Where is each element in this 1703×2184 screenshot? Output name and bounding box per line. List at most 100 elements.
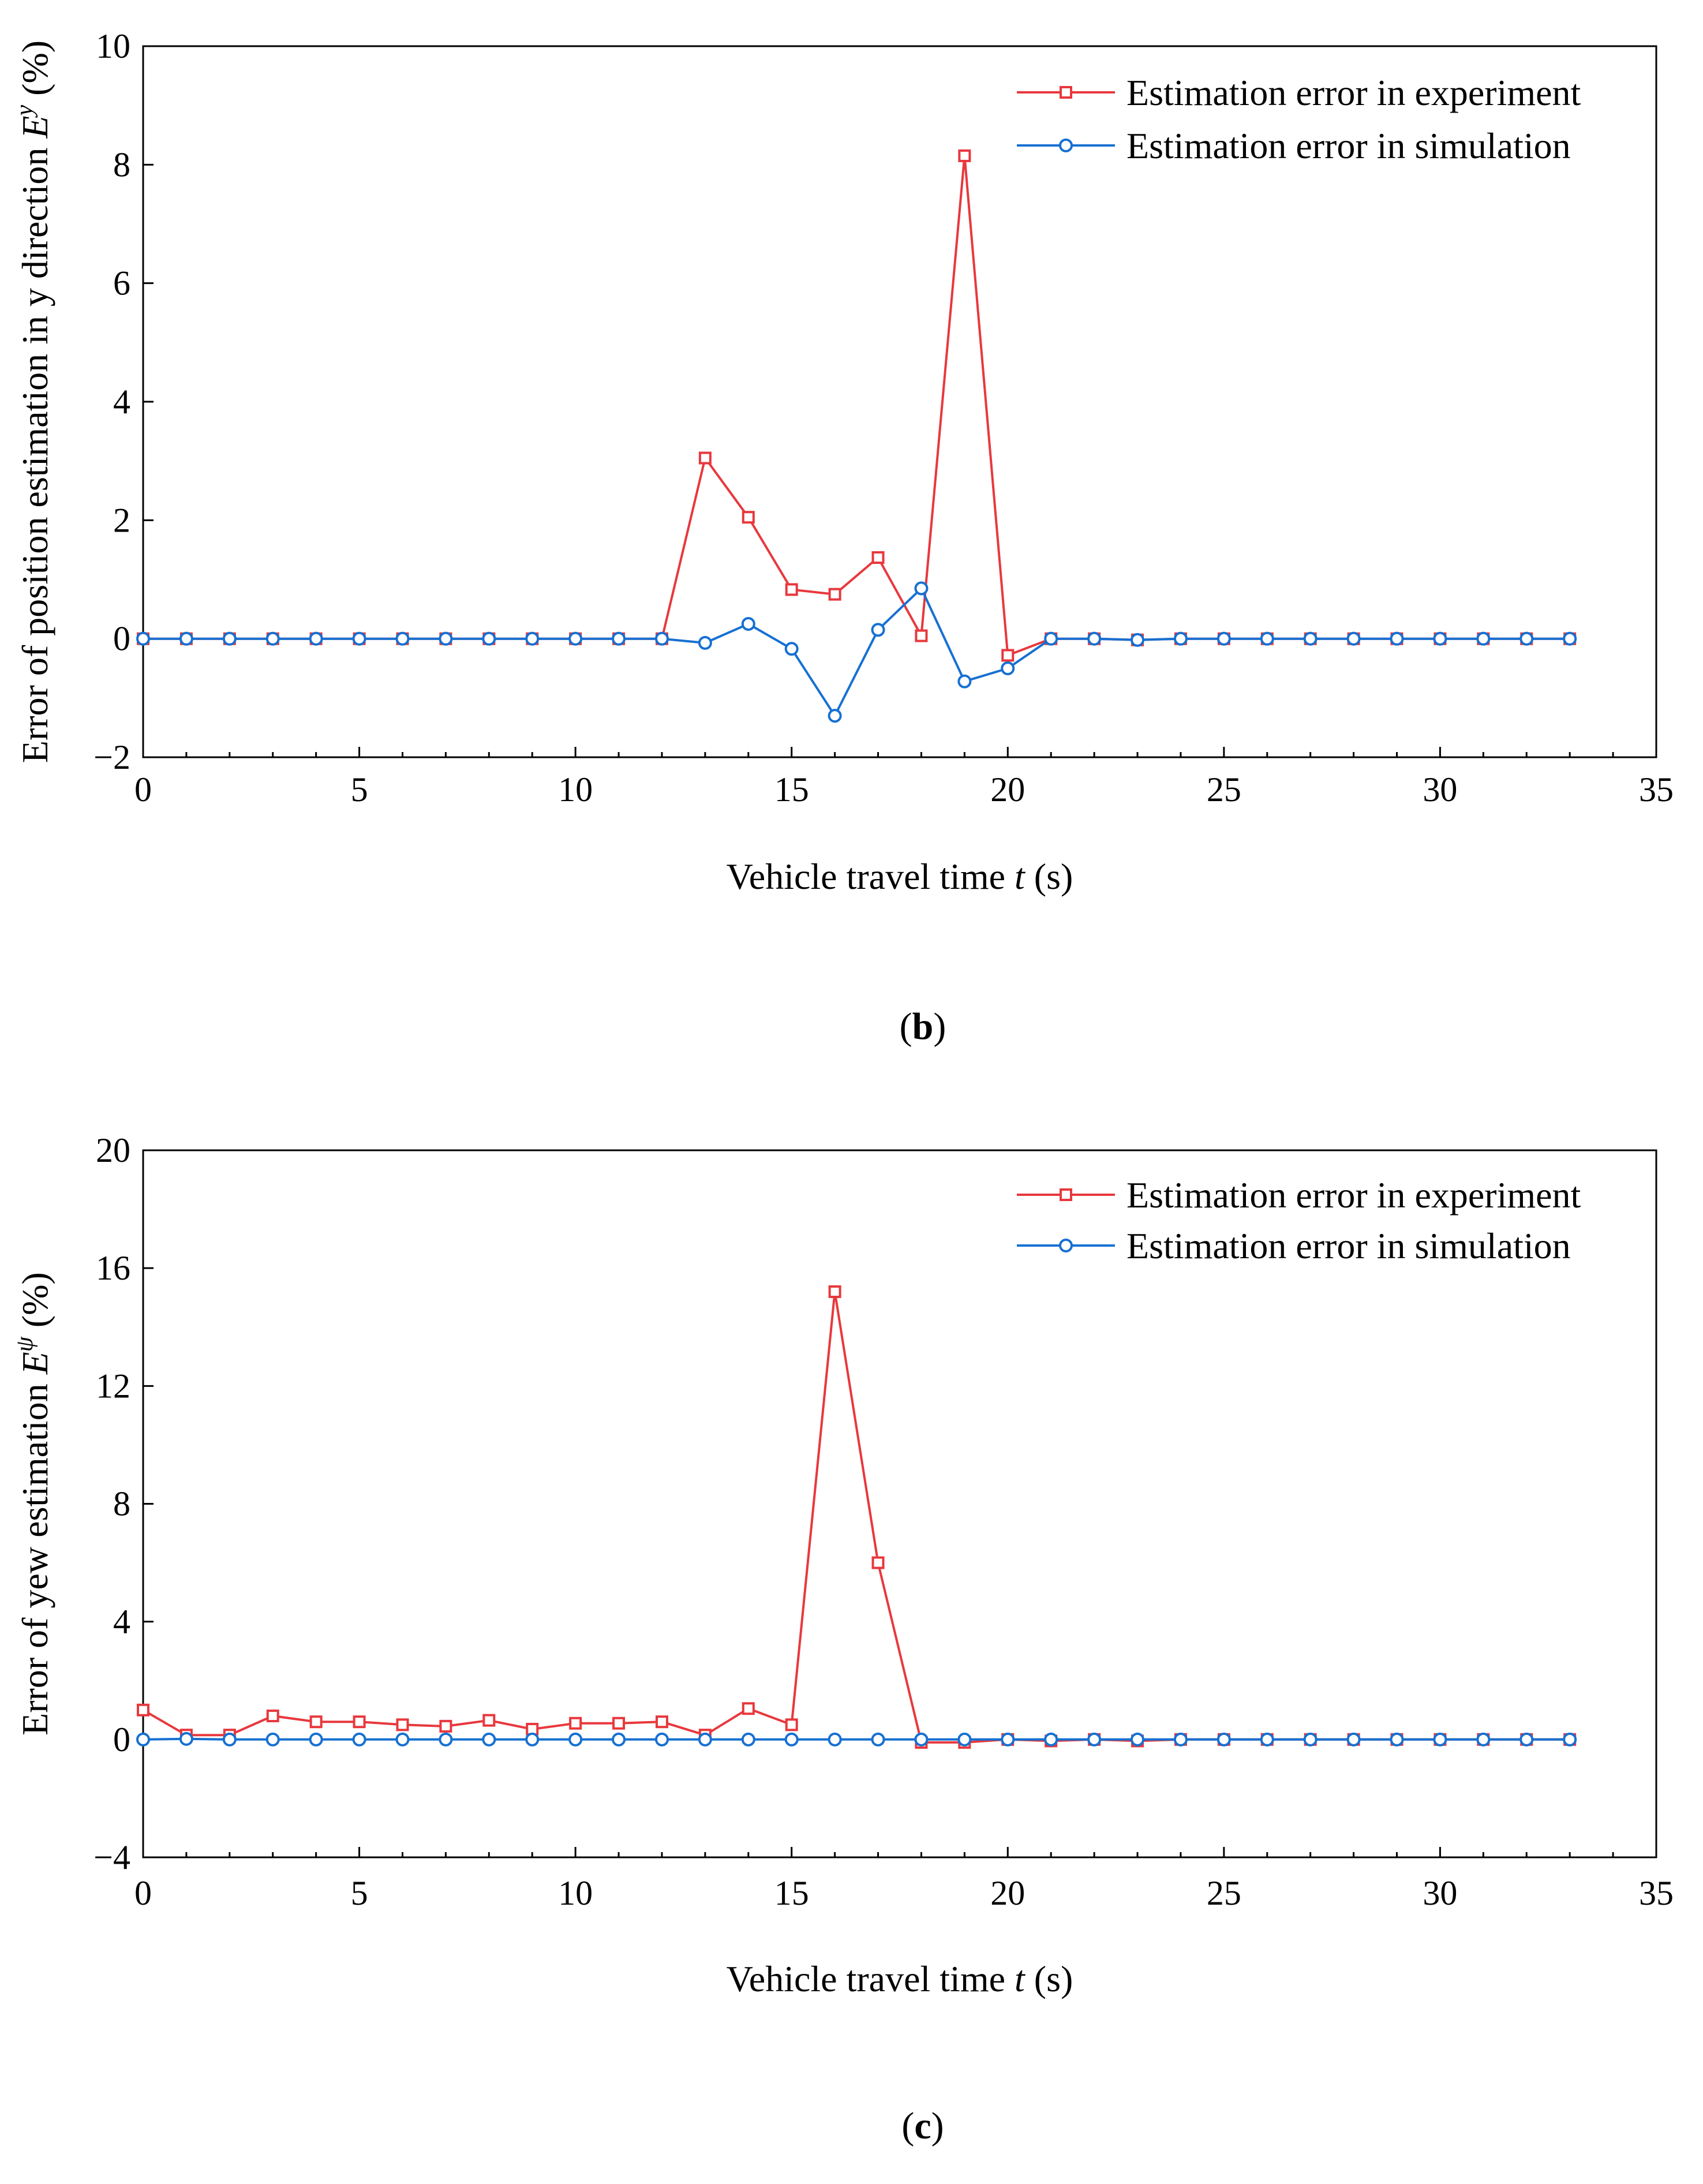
x-tick-label: 0	[134, 1874, 152, 1912]
y-tick-label: 20	[96, 1131, 130, 1169]
x-tick-label: 10	[558, 771, 593, 809]
series-line	[142, 1291, 1570, 1744]
data-point	[1433, 1732, 1447, 1747]
data-point	[353, 1715, 366, 1729]
data-point	[1087, 1732, 1102, 1747]
data-point	[612, 631, 626, 646]
series-line	[143, 1737, 1570, 1741]
data-point	[1001, 649, 1015, 662]
data-point	[1303, 1732, 1318, 1747]
series-simulation	[136, 581, 1577, 723]
data-point	[222, 631, 237, 646]
y-tick-label: 8	[113, 1485, 130, 1523]
data-point	[871, 1556, 885, 1569]
legend-marker	[1060, 86, 1072, 99]
y-tick-label: 0	[113, 1721, 130, 1759]
data-point	[222, 1732, 237, 1747]
data-point	[482, 1714, 496, 1727]
data-point	[136, 1732, 150, 1747]
legend-label: Estimation error in simulation	[1126, 125, 1571, 166]
data-point	[482, 631, 496, 646]
data-point	[828, 588, 841, 601]
data-point	[742, 511, 755, 524]
data-point	[742, 1702, 755, 1715]
data-point	[1217, 1732, 1231, 1747]
x-tick-label: 30	[1423, 1874, 1457, 1912]
legend: Estimation error in experiment Estimation…	[1017, 72, 1581, 166]
x-tick-label: 10	[558, 1874, 593, 1912]
data-point	[179, 1732, 193, 1746]
x-tick-label: 15	[774, 771, 809, 809]
data-point	[612, 1716, 626, 1730]
data-point	[698, 1732, 712, 1747]
panel-label: (b)	[900, 1005, 946, 1048]
data-point	[137, 1703, 149, 1716]
data-point	[482, 1732, 496, 1747]
data-point	[179, 631, 193, 646]
data-point	[1303, 631, 1318, 646]
series-line	[143, 587, 1570, 717]
y-tick-label: 16	[96, 1249, 130, 1287]
series-experiment	[137, 1285, 1577, 1749]
legend-marker	[1059, 1239, 1073, 1252]
panel-label: (c)	[901, 2105, 944, 2147]
x-tick-label: 35	[1639, 771, 1674, 809]
y-tick-label: −4	[93, 1838, 130, 1876]
data-point	[1519, 1732, 1534, 1747]
data-point	[395, 1732, 410, 1747]
x-tick-label: 20	[990, 1874, 1025, 1912]
legend-marker	[1059, 139, 1073, 152]
x-axis-title: Vehicle travel time t (s)	[727, 1958, 1073, 1999]
data-point	[915, 629, 928, 642]
x-tick-label: 5	[351, 771, 368, 809]
y-tick-label: 12	[96, 1367, 130, 1405]
x-tick-label: 20	[990, 771, 1025, 809]
data-point	[698, 635, 712, 650]
x-tick-label: 25	[1207, 1874, 1241, 1912]
data-point	[1519, 631, 1534, 646]
data-point	[395, 631, 410, 646]
data-point	[698, 451, 712, 465]
data-point	[136, 631, 150, 646]
data-point	[785, 1718, 798, 1732]
x-tick-label: 0	[134, 771, 152, 809]
data-point	[1001, 1732, 1015, 1747]
data-point	[1260, 1732, 1274, 1747]
data-point	[569, 1716, 582, 1730]
data-point	[1131, 1732, 1145, 1747]
data-point	[1390, 631, 1404, 646]
data-point	[914, 1732, 929, 1747]
data-point	[741, 617, 755, 631]
x-tick-label: 30	[1423, 771, 1457, 809]
data-point	[957, 674, 972, 689]
data-point	[439, 631, 453, 646]
data-point	[958, 149, 971, 162]
series-simulation	[136, 1732, 1577, 1747]
x-tick-label: 15	[774, 1874, 809, 1912]
x-axis-title: Vehicle travel time t (s)	[727, 856, 1073, 897]
data-point	[828, 1732, 842, 1747]
data-point	[1044, 1732, 1058, 1747]
legend-label: Estimation error in experiment	[1126, 1175, 1581, 1216]
y-tick-label: 6	[113, 264, 130, 302]
data-point	[828, 709, 842, 723]
x-tick-label: 25	[1207, 771, 1241, 809]
data-point	[1346, 1732, 1361, 1747]
y-axis-title: Error of yew estimation Eψ (%)	[12, 1272, 55, 1736]
data-point	[1563, 631, 1577, 646]
data-point	[309, 1732, 323, 1747]
data-point	[1476, 631, 1491, 646]
x-tick-label: 35	[1639, 1874, 1674, 1912]
data-point	[309, 631, 323, 646]
data-point	[871, 551, 885, 564]
data-point	[1001, 661, 1015, 675]
data-point	[784, 1732, 799, 1747]
data-point	[396, 1718, 409, 1732]
data-point	[654, 1732, 669, 1747]
data-point	[352, 631, 366, 646]
data-point	[957, 1732, 972, 1747]
data-point	[309, 1715, 323, 1729]
legend-label: Estimation error in experiment	[1126, 72, 1581, 113]
y-tick-label: 2	[113, 501, 130, 539]
